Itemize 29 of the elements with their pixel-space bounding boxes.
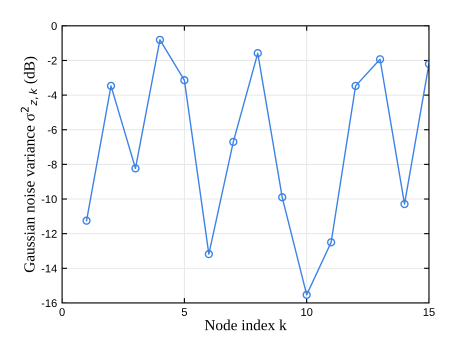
point	[106, 82, 116, 90]
point	[326, 238, 336, 246]
x-axis-title: Node index k	[204, 320, 287, 330]
y-tick-label: 0	[51, 22, 57, 30]
x-tick-label: 10	[301, 308, 312, 316]
y-tick-label: -10	[42, 195, 57, 204]
y-tick-label: -4	[48, 91, 57, 100]
y-axis-title: Gaussian noise variance σ$^{2}$$_{z,k}$ (dB)	[20, 56, 38, 272]
point	[254, 49, 262, 58]
point	[278, 193, 286, 202]
point	[351, 82, 360, 90]
point	[376, 55, 384, 64]
x-tick-label: 0	[59, 308, 65, 316]
x-tick-label: 5	[182, 308, 188, 316]
point	[156, 36, 164, 44]
x-tick-label: 15	[424, 308, 435, 316]
y-tick-label: -14	[42, 264, 57, 272]
point	[302, 290, 311, 299]
point	[204, 250, 214, 258]
y-tick-label: -2	[48, 56, 57, 65]
point	[180, 76, 189, 84]
point	[131, 164, 140, 173]
point	[229, 138, 238, 146]
point	[400, 200, 409, 208]
point	[82, 216, 91, 225]
y-tick-label: -16	[42, 299, 57, 308]
y-tick-label: -6	[48, 126, 57, 134]
y-tick-label: -12	[42, 230, 57, 238]
y-tick-label: -8	[48, 160, 57, 169]
